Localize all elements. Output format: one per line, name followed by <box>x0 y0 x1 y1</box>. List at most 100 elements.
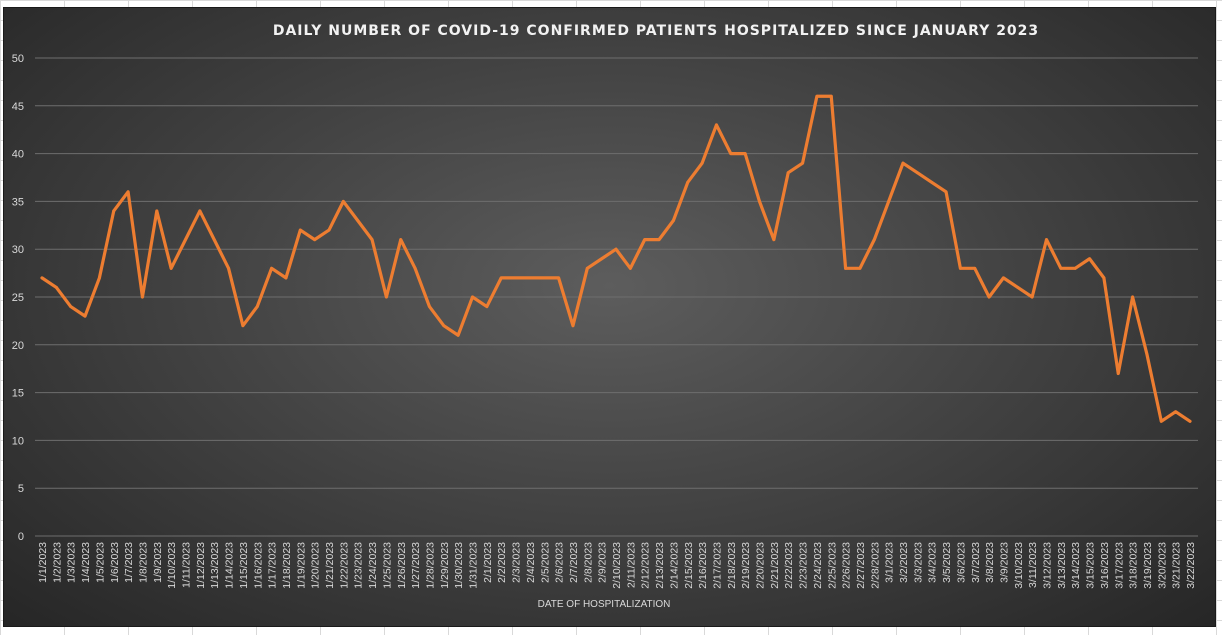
data-point <box>255 305 259 308</box>
data-point <box>1002 276 1005 280</box>
data-point <box>212 238 216 242</box>
data-point <box>141 295 144 299</box>
data-point <box>872 238 876 242</box>
x-tick-label: 2/25/2023 <box>826 542 838 589</box>
x-tick-label: 3/14/2023 <box>1070 542 1082 589</box>
data-point <box>428 305 431 308</box>
x-tick-label: 2/22/2023 <box>783 542 795 589</box>
data-point <box>83 314 87 318</box>
x-tick-label: 1/20/2023 <box>310 542 322 589</box>
x-tick-label: 1/22/2023 <box>338 542 350 589</box>
x-tick-label: 1/12/2023 <box>195 542 207 589</box>
x-tick-label: 1/23/2023 <box>353 542 365 589</box>
data-point <box>169 266 173 270</box>
data-point <box>930 180 934 184</box>
x-tick-label: 1/1/2023 <box>37 542 49 583</box>
data-point <box>672 219 675 222</box>
data-point <box>1174 410 1178 414</box>
data-point <box>227 266 230 270</box>
x-tick-label: 1/19/2023 <box>295 542 307 589</box>
gridlines <box>35 57 1198 537</box>
data-point <box>887 200 891 203</box>
data-point <box>829 94 833 98</box>
x-tick-label: 3/17/2023 <box>1113 542 1125 589</box>
data-point <box>758 200 761 203</box>
x-tick-label: 2/27/2023 <box>855 542 867 589</box>
data-point <box>327 228 331 232</box>
data-point <box>1116 372 1120 375</box>
data-point <box>112 209 116 213</box>
data-point <box>1059 266 1063 270</box>
data-point <box>54 286 58 289</box>
x-tick-label: 3/1/2023 <box>884 542 896 583</box>
x-tick-label: 3/3/2023 <box>912 542 924 583</box>
x-tick-label: 3/11/2023 <box>1027 542 1039 588</box>
data-point <box>585 266 589 270</box>
x-tick-label: 1/18/2023 <box>281 542 293 589</box>
x-tick-label: 1/16/2023 <box>252 542 264 589</box>
data-point <box>69 305 73 308</box>
data-point <box>571 324 575 328</box>
data-point <box>1073 266 1077 270</box>
data-point <box>1016 286 1020 289</box>
data-point <box>1145 352 1149 356</box>
data-point <box>313 238 317 242</box>
chart-area[interactable] <box>3 7 1216 627</box>
x-tick-label: 1/4/2023 <box>80 542 92 583</box>
x-tick-label: 2/11/2023 <box>625 542 637 588</box>
x-tick-label: 3/15/2023 <box>1085 542 1097 589</box>
data-point <box>643 238 647 242</box>
x-tick-label: 3/22/2023 <box>1185 542 1197 589</box>
x-tick-label: 1/31/2023 <box>468 542 480 589</box>
data-point <box>356 219 360 222</box>
data-point <box>499 276 503 280</box>
x-tick-label: 3/21/2023 <box>1171 542 1183 589</box>
x-tick-label: 2/20/2023 <box>755 542 767 589</box>
y-tick-label: 30 <box>12 244 24 256</box>
y-tick-label: 25 <box>12 292 24 304</box>
data-point <box>600 257 604 261</box>
x-tick-label: 3/13/2023 <box>1056 542 1068 589</box>
data-point <box>1188 419 1192 423</box>
data-point <box>456 333 460 337</box>
x-tick-label: 3/19/2023 <box>1142 542 1154 589</box>
data-point <box>786 171 790 175</box>
data-point <box>944 190 948 194</box>
x-tick-label: 2/10/2023 <box>611 542 623 589</box>
data-point <box>198 209 202 213</box>
x-tick-label: 1/3/2023 <box>66 542 78 583</box>
y-tick-label: 10 <box>12 435 24 447</box>
x-axis-title: DATE OF HOSPITALIZATION <box>538 599 671 610</box>
x-tick-label: 1/28/2023 <box>424 542 436 589</box>
x-tick-label: 3/20/2023 <box>1156 542 1168 589</box>
x-tick-label: 1/5/2023 <box>94 542 106 583</box>
x-tick-label: 2/16/2023 <box>697 542 709 589</box>
y-tick-label: 50 <box>12 53 24 65</box>
data-point <box>1045 238 1048 242</box>
x-tick-label: 3/4/2023 <box>927 542 939 583</box>
x-tick-label: 2/17/2023 <box>711 542 723 589</box>
data-point <box>126 190 130 194</box>
x-tick-label: 1/7/2023 <box>123 542 135 583</box>
data-point <box>442 324 446 328</box>
x-tick-label: 3/18/2023 <box>1128 542 1140 589</box>
data-point <box>241 324 245 328</box>
y-tick-label: 45 <box>12 101 24 113</box>
data-point <box>614 247 618 251</box>
x-tick-label: 3/9/2023 <box>998 542 1010 583</box>
data-point <box>514 276 517 280</box>
data-point <box>413 266 417 270</box>
y-axis-ticks: 0 5 10 15 20 25 30 35 40 45 50 <box>12 53 24 543</box>
data-point <box>657 238 661 242</box>
data-point <box>40 276 44 280</box>
data-point <box>801 161 804 165</box>
x-tick-label: 2/15/2023 <box>683 542 695 589</box>
x-tick-label: 1/29/2023 <box>439 542 451 589</box>
data-point <box>772 238 776 242</box>
data-point <box>528 276 532 280</box>
y-tick-label: 0 <box>18 531 24 543</box>
data-point <box>1088 257 1091 261</box>
data-point <box>399 238 403 242</box>
x-tick-label: 2/9/2023 <box>597 542 609 583</box>
